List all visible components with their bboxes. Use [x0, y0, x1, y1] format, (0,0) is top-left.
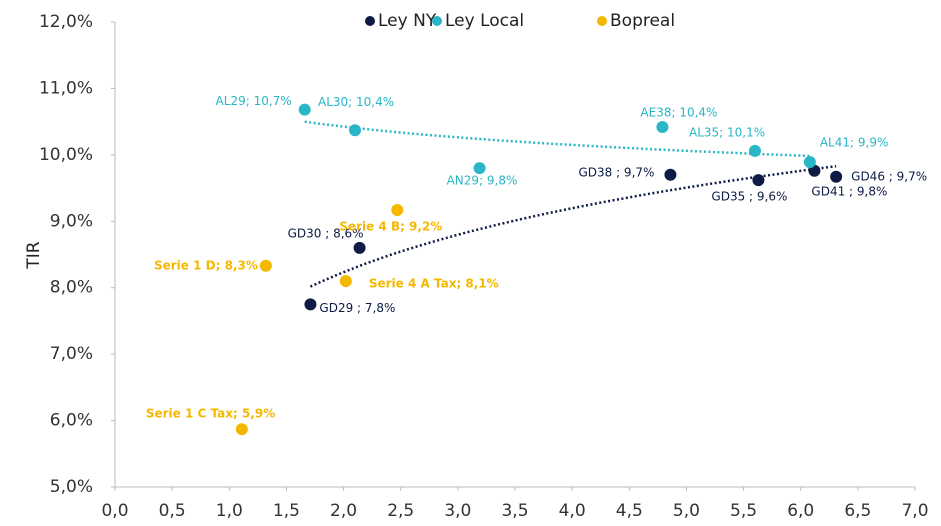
data-label: GD29 ; 7,8%: [319, 301, 395, 315]
legend-marker: [365, 16, 375, 26]
y-tick-label: 9,0%: [50, 211, 93, 231]
data-label: AL30; 10,4%: [318, 95, 394, 109]
data-label: GD30 ; 8,6%: [288, 226, 364, 240]
data-label: AL41; 9,9%: [820, 136, 889, 150]
legend-label: Bopreal: [610, 11, 675, 31]
data-point: [656, 120, 669, 133]
data-label: AL35; 10,1%: [689, 125, 765, 139]
data-point: [235, 423, 248, 436]
data-point: [259, 259, 272, 272]
trendline: [309, 164, 837, 288]
x-tick-label: 4,5: [616, 501, 643, 521]
data-point: [353, 241, 366, 254]
data-label: GD38 ; 9,7%: [578, 165, 654, 179]
x-tick-label: 3,0: [444, 501, 471, 521]
data-label: GD35 ; 9,6%: [711, 190, 787, 204]
data-point: [298, 103, 311, 116]
x-tick-label: 1,0: [216, 501, 243, 521]
x-tick-label: 4,0: [559, 501, 586, 521]
y-axis-title: TIR: [24, 241, 44, 269]
data-label: AN29; 9,8%: [447, 174, 518, 188]
data-point: [749, 144, 761, 157]
x-tick-label: 2,0: [330, 501, 357, 521]
legend-marker: [597, 16, 607, 26]
y-tick-label: 7,0%: [50, 344, 93, 364]
legend-label: Ley NY: [378, 11, 437, 31]
x-tick-label: 5,0: [673, 501, 700, 521]
data-label: Serie 1 C Tax; 5,9%: [146, 407, 275, 421]
data-label: AE38; 10,4%: [640, 105, 717, 119]
data-point: [664, 168, 677, 181]
x-tick-label: 6,0: [787, 501, 814, 521]
y-tick-label: 10,0%: [39, 145, 93, 165]
x-tick-label: 2,5: [387, 501, 414, 521]
x-tick-label: 1,5: [273, 501, 300, 521]
trendline: [304, 120, 810, 158]
data-point: [830, 170, 843, 183]
data-point: [339, 275, 352, 288]
data-label: Serie 1 D; 8,3%: [154, 258, 258, 272]
x-tick-label: 6,5: [844, 501, 871, 521]
data-label: GD46 ; 9,7%: [851, 169, 927, 183]
y-tick-label: 8,0%: [50, 278, 93, 298]
data-point: [349, 124, 361, 137]
data-point: [391, 203, 404, 216]
data-label: AL29; 10,7%: [216, 94, 292, 108]
y-tick-label: 5,0%: [50, 477, 93, 497]
x-tick-label: 0,0: [101, 501, 128, 521]
y-tick-label: 12,0%: [39, 12, 93, 32]
x-tick-label: 5,5: [730, 501, 757, 521]
y-tick-label: 11,0%: [39, 78, 93, 98]
data-point: [803, 156, 816, 169]
data-point: [752, 174, 765, 187]
legend-label: Ley Local: [445, 11, 524, 31]
x-tick-label: 3,5: [501, 501, 528, 521]
data-label: Serie 4 B; 9,2%: [339, 219, 442, 233]
data-point: [473, 162, 486, 175]
legend-marker: [432, 16, 442, 26]
x-tick-label: 0,5: [159, 501, 186, 521]
data-label: Serie 4 A Tax; 8,1%: [369, 277, 499, 291]
data-label: GD41 ; 9,8%: [811, 184, 887, 198]
data-point: [304, 298, 317, 311]
y-tick-label: 6,0%: [50, 411, 93, 431]
x-tick-label: 7,0: [901, 501, 928, 521]
